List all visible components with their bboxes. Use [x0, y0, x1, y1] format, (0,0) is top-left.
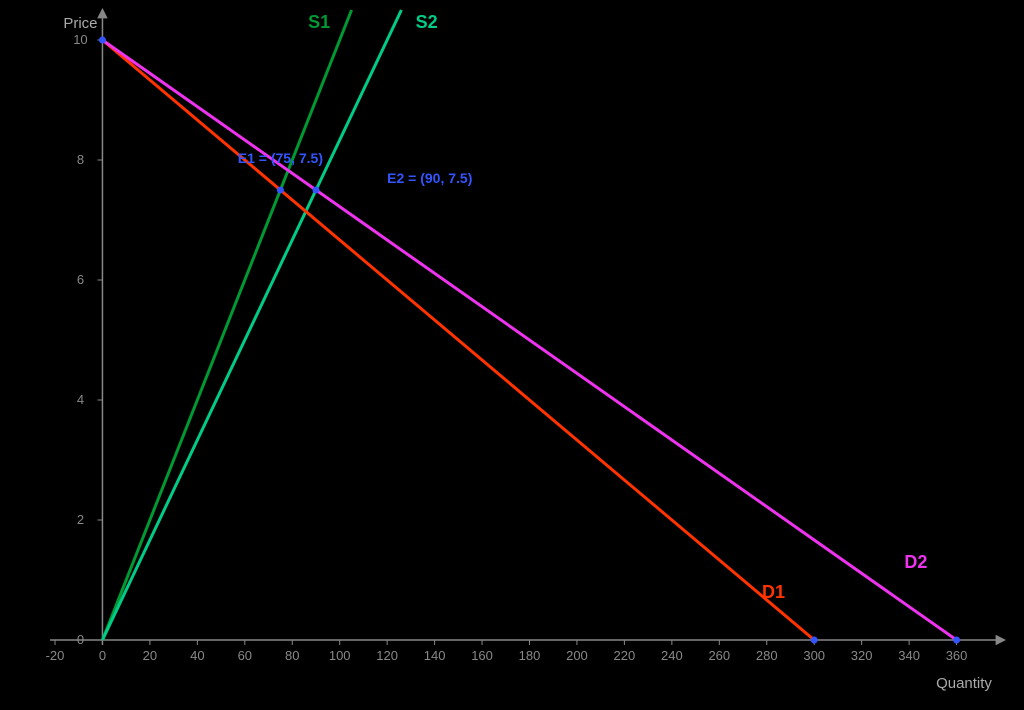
curve-d2	[102, 40, 956, 640]
point-e1	[277, 187, 284, 194]
curve-label-s2: S2	[416, 12, 438, 32]
curve-label-d1: D1	[762, 582, 785, 602]
x-tick-label: 20	[143, 648, 157, 663]
x-tick-label: 100	[329, 648, 351, 663]
curve-label-s1: S1	[308, 12, 330, 32]
x-tick-label: -20	[46, 648, 65, 663]
y-axis-title: Price	[63, 15, 97, 32]
y-tick-label: 6	[77, 272, 84, 287]
x-tick-label: 0	[99, 648, 106, 663]
x-axis-title: Quantity	[936, 675, 992, 692]
curve-label-d2: D2	[904, 552, 927, 572]
x-tick-label: 140	[424, 648, 446, 663]
chart-svg: -200204060801001201401601802002202402602…	[0, 0, 1024, 710]
y-tick-label: 4	[77, 392, 84, 407]
point-p-d2-end	[953, 637, 960, 644]
x-tick-label: 220	[614, 648, 636, 663]
x-tick-label: 360	[946, 648, 968, 663]
point-label-e2: E2 = (90, 7.5)	[387, 170, 472, 186]
curve-d1	[102, 40, 814, 640]
x-tick-label: 60	[238, 648, 252, 663]
point-p-d1-end	[811, 637, 818, 644]
supply-demand-chart: -200204060801001201401601802002202402602…	[0, 0, 1024, 710]
curve-s2	[102, 10, 401, 640]
x-tick-label: 260	[708, 648, 730, 663]
x-tick-label: 180	[519, 648, 541, 663]
point-label-e1: E1 = (75, 7.5)	[238, 150, 323, 166]
x-tick-label: 40	[190, 648, 204, 663]
x-tick-label: 80	[285, 648, 299, 663]
y-tick-label: 2	[77, 512, 84, 527]
x-tick-label: 320	[851, 648, 873, 663]
x-tick-label: 280	[756, 648, 778, 663]
point-e2	[312, 187, 319, 194]
x-tick-label: 160	[471, 648, 493, 663]
x-tick-label: 300	[803, 648, 825, 663]
x-tick-label: 200	[566, 648, 588, 663]
point-p-origin-top	[99, 37, 106, 44]
x-tick-label: 340	[898, 648, 920, 663]
x-tick-label: 120	[376, 648, 398, 663]
y-tick-label: 10	[73, 32, 87, 47]
x-tick-label: 240	[661, 648, 683, 663]
y-tick-label: 0	[77, 632, 84, 647]
y-tick-label: 8	[77, 152, 84, 167]
curve-s1	[102, 10, 351, 640]
